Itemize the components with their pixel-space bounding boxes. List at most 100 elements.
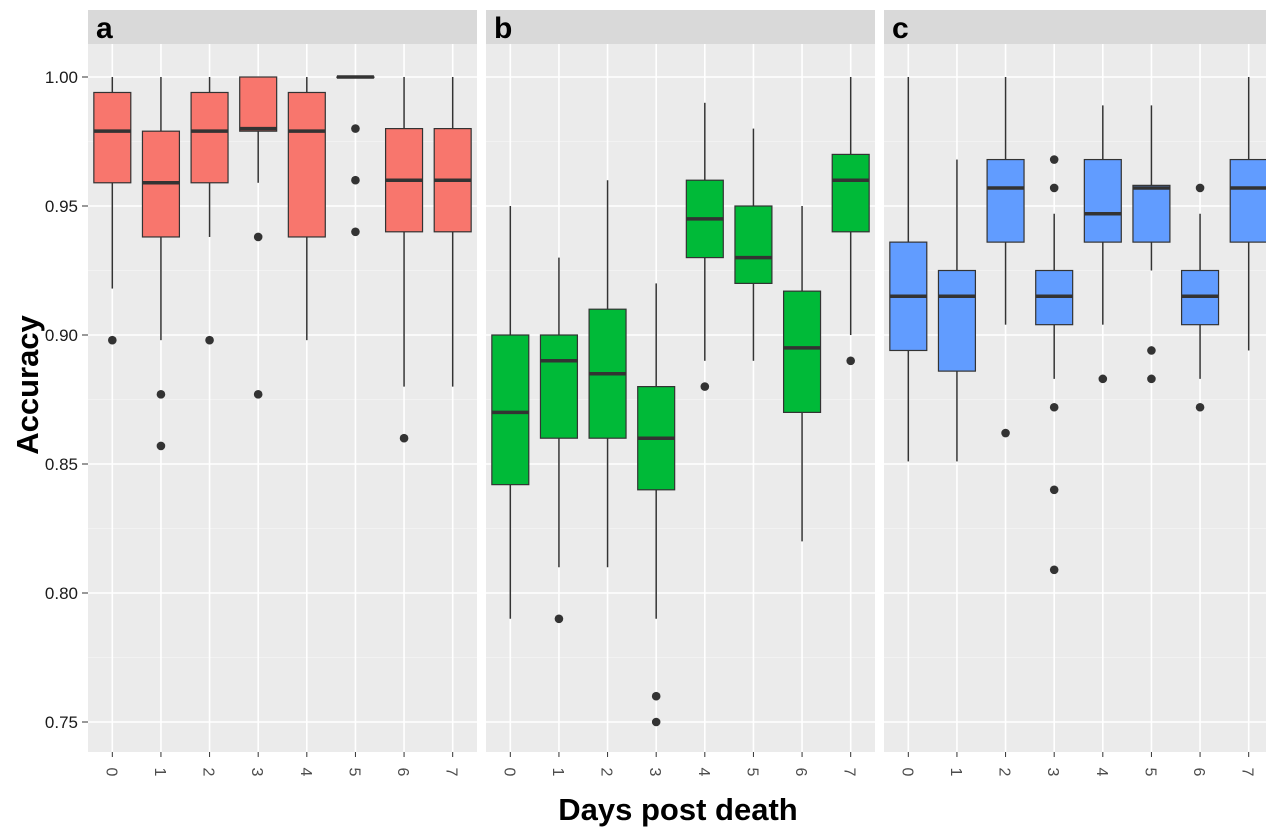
outlier-point xyxy=(351,227,360,237)
x-tick-label: 7 xyxy=(443,768,460,777)
box-day-7 xyxy=(831,77,870,366)
box-day-4 xyxy=(287,77,326,341)
box-body xyxy=(1083,158,1122,243)
y-tick-label: 0.85 xyxy=(45,455,78,474)
y-axis-title: Accuracy xyxy=(10,314,45,454)
box-body xyxy=(1132,184,1171,243)
x-tick-label: 3 xyxy=(1044,768,1061,777)
box-day-6 xyxy=(384,77,424,443)
box-day-6 xyxy=(782,206,822,542)
box-day-5 xyxy=(1132,105,1171,384)
x-tick-label: 5 xyxy=(345,768,362,777)
box-day-2 xyxy=(588,180,627,568)
outlier-point xyxy=(108,335,117,345)
outlier-point xyxy=(156,390,166,399)
outlier-point xyxy=(1049,402,1059,412)
x-tick-label: 5 xyxy=(743,768,760,777)
y-tick-label: 0.80 xyxy=(45,584,78,603)
box-body xyxy=(937,269,977,372)
outlier-point xyxy=(253,232,263,242)
outlier-point xyxy=(1049,183,1059,193)
box-day-4 xyxy=(1083,105,1122,384)
box-day-2 xyxy=(190,77,229,345)
panels-group: a 0 1 2 3 4 5 6 7 b 0 1 2 3 4 5 6 7 c 0 1 2 3 4 5 6 7 xyxy=(88,10,1266,777)
outlier-point xyxy=(1049,155,1059,164)
outlier-point xyxy=(351,175,360,185)
x-tick-label: 2 xyxy=(200,768,217,777)
panel-c: c 0 1 2 3 4 5 6 7 xyxy=(884,10,1266,777)
plot-background xyxy=(884,44,1266,752)
box-day-1 xyxy=(937,159,977,462)
box-body xyxy=(93,91,132,184)
outlier-point xyxy=(1098,374,1108,384)
box-day-5 xyxy=(336,75,375,237)
panel-label: a xyxy=(96,12,113,45)
box-day-1 xyxy=(539,257,579,624)
x-axis-title: Days post death xyxy=(558,792,797,827)
box-body xyxy=(539,334,579,439)
panel-b: b 0 1 2 3 4 5 6 7 xyxy=(486,10,875,777)
outlier-point xyxy=(1147,346,1156,355)
outlier-point xyxy=(846,356,855,366)
box-day-3 xyxy=(637,283,676,727)
outlier-point xyxy=(1147,374,1156,384)
x-tick-label: 1 xyxy=(549,768,566,777)
box-day-6 xyxy=(1180,183,1220,412)
x-tick-label: 6 xyxy=(1190,768,1207,777)
y-tick-label: 0.95 xyxy=(45,197,78,216)
outlier-point xyxy=(700,382,710,391)
strip-header xyxy=(88,10,477,44)
box-body xyxy=(986,158,1025,243)
outlier-point xyxy=(351,124,360,133)
x-tick-label: 0 xyxy=(102,768,119,777)
panel-a: a 0 1 2 3 4 5 6 7 xyxy=(88,10,477,777)
box-body xyxy=(287,91,326,238)
y-tick-label: 0.75 xyxy=(45,713,78,732)
strip-header xyxy=(884,10,1266,44)
x-tick-label: 1 xyxy=(151,768,168,777)
box-body xyxy=(831,153,870,233)
y-tick-label: 1.00 xyxy=(45,68,78,87)
x-tick-label: 0 xyxy=(898,768,915,777)
x-tick-label: 6 xyxy=(792,768,809,777)
x-tick-label: 5 xyxy=(1141,768,1158,777)
x-tick-label: 2 xyxy=(996,768,1013,777)
x-tick-label: 1 xyxy=(947,768,964,777)
outlier-point xyxy=(1049,565,1059,575)
x-tick-label: 6 xyxy=(394,768,411,777)
outlier-point xyxy=(156,441,166,451)
x-tick-label: 3 xyxy=(248,768,265,777)
outlier-point xyxy=(1001,428,1010,438)
outlier-point xyxy=(554,614,564,624)
panel-label: c xyxy=(892,12,909,45)
x-tick-label: 4 xyxy=(297,768,314,777)
outlier-point xyxy=(1049,485,1059,495)
box-day-1 xyxy=(141,77,181,451)
y-tick-label: 0.90 xyxy=(45,326,78,345)
x-tick-label: 2 xyxy=(598,768,615,777)
box-day-0 xyxy=(491,206,530,619)
box-day-0 xyxy=(889,77,928,462)
box-day-3 xyxy=(1035,155,1074,575)
x-tick-label: 4 xyxy=(1093,768,1110,777)
x-tick-label: 7 xyxy=(841,768,858,777)
x-tick-label: 0 xyxy=(500,768,517,777)
box-day-4 xyxy=(685,102,724,391)
outlier-point xyxy=(1195,402,1205,412)
box-body xyxy=(491,334,530,486)
x-tick-label: 7 xyxy=(1239,768,1256,777)
outlier-point xyxy=(1195,183,1205,193)
y-axis: 0.75 0.80 0.85 0.90 0.95 1.00 xyxy=(45,68,88,732)
box-body xyxy=(239,76,278,132)
outlier-point xyxy=(205,335,214,345)
outlier-point xyxy=(651,691,661,701)
box-body xyxy=(734,205,773,285)
outlier-point xyxy=(253,390,263,399)
box-body xyxy=(782,290,822,414)
outlier-point xyxy=(651,717,661,727)
box-day-7 xyxy=(1229,77,1266,351)
x-tick-label: 4 xyxy=(695,768,712,777)
box-day-0 xyxy=(93,77,132,345)
box-body xyxy=(190,91,229,184)
